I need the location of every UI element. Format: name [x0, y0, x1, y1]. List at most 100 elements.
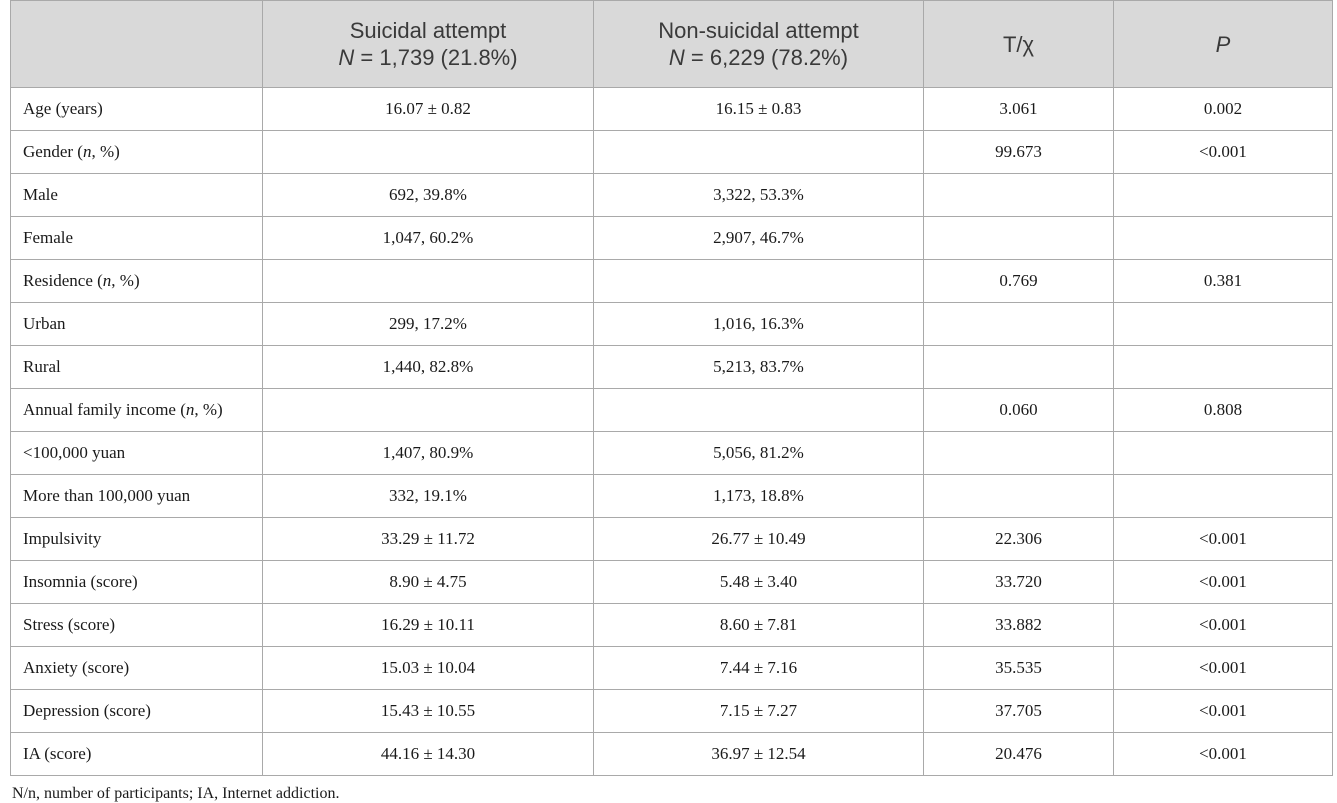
row-label-text: Gender ( — [23, 142, 83, 161]
p-label: P — [1215, 31, 1231, 57]
row-label: Stress (score) — [10, 603, 263, 647]
cell-non-suicidal: 8.60 ± 7.81 — [593, 603, 924, 647]
row-label-text: Annual family income ( — [23, 400, 186, 419]
data-table: Suicidal attempt N = 1,739 (21.8%) Non-s… — [10, 0, 1333, 776]
table-row: Insomnia (score) 8.90 ± 4.75 5.48 ± 3.40 33… — [10, 560, 1333, 604]
cell-non-suicidal: 2,907, 46.7% — [593, 216, 924, 260]
row-label: Urban — [10, 302, 263, 346]
row-label: Residence (n, %) — [10, 259, 263, 303]
cell-non-suicidal — [593, 388, 924, 432]
cell-suicidal: 692, 39.8% — [262, 173, 594, 217]
cell-t-chi — [923, 173, 1114, 217]
header-suicidal-n: N = 1,739 (21.8%) — [267, 44, 589, 71]
table-row: Female 1,047, 60.2% 2,907, 46.7% — [10, 216, 1333, 260]
table-row: <100,000 yuan 1,407, 80.9% 5,056, 81.2% — [10, 431, 1333, 475]
cell-non-suicidal: 7.44 ± 7.16 — [593, 646, 924, 690]
header-suicidal-title: Suicidal attempt — [349, 18, 507, 43]
row-label: More than 100,000 yuan — [10, 474, 263, 518]
header-row: Suicidal attempt N = 1,739 (21.8%) Non-s… — [10, 0, 1333, 88]
cell-t-chi: 37.705 — [923, 689, 1114, 733]
cell-suicidal: 15.43 ± 10.55 — [262, 689, 594, 733]
row-label: Gender (n, %) — [10, 130, 263, 174]
row-label-n: n — [102, 271, 112, 290]
table-row: Stress (score) 16.29 ± 10.11 8.60 ± 7.81 33… — [10, 603, 1333, 647]
cell-suicidal: 332, 19.1% — [262, 474, 594, 518]
table-row: Residence (n, %) 0.769 0.381 — [10, 259, 1333, 303]
row-label: Rural — [10, 345, 263, 389]
cell-suicidal: 299, 17.2% — [262, 302, 594, 346]
row-label: Impulsivity — [10, 517, 263, 561]
cell-non-suicidal: 26.77 ± 10.49 — [593, 517, 924, 561]
cell-suicidal — [262, 259, 594, 303]
cell-suicidal: 15.03 ± 10.04 — [262, 646, 594, 690]
header-p: P — [1113, 0, 1333, 88]
header-empty — [10, 0, 263, 88]
table-header: Suicidal attempt N = 1,739 (21.8%) Non-s… — [10, 0, 1333, 88]
cell-p — [1113, 302, 1333, 346]
cell-p: <0.001 — [1113, 517, 1333, 561]
row-label-suffix: , %) — [111, 271, 140, 290]
table-container: Suicidal attempt N = 1,739 (21.8%) Non-s… — [10, 0, 1333, 803]
cell-t-chi: 33.882 — [923, 603, 1114, 647]
row-label: Annual family income (n, %) — [10, 388, 263, 432]
row-label: Depression (score) — [10, 689, 263, 733]
n-label: N — [668, 45, 685, 70]
header-non-suicidal-attempt: Non-suicidal attempt N = 6,229 (78.2%) — [593, 0, 924, 88]
cell-non-suicidal: 1,016, 16.3% — [593, 302, 924, 346]
cell-non-suicidal: 5,213, 83.7% — [593, 345, 924, 389]
table-row: Impulsivity 33.29 ± 11.72 26.77 ± 10.49 22.… — [10, 517, 1333, 561]
cell-non-suicidal: 36.97 ± 12.54 — [593, 732, 924, 776]
table-row: Rural 1,440, 82.8% 5,213, 83.7% — [10, 345, 1333, 389]
table-row: Depression (score) 15.43 ± 10.55 7.15 ± 7.… — [10, 689, 1333, 733]
row-label: Age (years) — [10, 87, 263, 131]
cell-t-chi — [923, 216, 1114, 260]
cell-suicidal: 16.29 ± 10.11 — [262, 603, 594, 647]
n-label: N — [338, 45, 355, 70]
cell-p — [1113, 173, 1333, 217]
cell-non-suicidal — [593, 130, 924, 174]
cell-t-chi — [923, 302, 1114, 346]
cell-suicidal: 16.07 ± 0.82 — [262, 87, 594, 131]
table-body: Age (years) 16.07 ± 0.82 16.15 ± 0.83 3.061… — [10, 87, 1333, 776]
table-footnote: N/n, number of participants; IA, Interne… — [12, 785, 340, 802]
cell-non-suicidal: 1,173, 18.8% — [593, 474, 924, 518]
cell-suicidal: 1,047, 60.2% — [262, 216, 594, 260]
cell-suicidal: 1,407, 80.9% — [262, 431, 594, 475]
n-value: = 6,229 (78.2%) — [684, 45, 849, 70]
row-label-text: Residence ( — [23, 271, 103, 290]
row-label-n: n — [82, 142, 92, 161]
cell-suicidal — [262, 388, 594, 432]
cell-t-chi: 33.720 — [923, 560, 1114, 604]
cell-t-chi: 20.476 — [923, 732, 1114, 776]
cell-suicidal: 8.90 ± 4.75 — [262, 560, 594, 604]
row-label: Male — [10, 173, 263, 217]
cell-non-suicidal: 5,056, 81.2% — [593, 431, 924, 475]
cell-t-chi: 35.535 — [923, 646, 1114, 690]
cell-t-chi: 0.060 — [923, 388, 1114, 432]
row-label-suffix: , %) — [91, 142, 120, 161]
cell-p — [1113, 474, 1333, 518]
row-label-n: n — [185, 400, 195, 419]
cell-p: 0.808 — [1113, 388, 1333, 432]
cell-p — [1113, 216, 1333, 260]
cell-p — [1113, 345, 1333, 389]
cell-suicidal: 33.29 ± 11.72 — [262, 517, 594, 561]
cell-p: <0.001 — [1113, 689, 1333, 733]
n-value: = 1,739 (21.8%) — [354, 45, 518, 70]
table-row: More than 100,000 yuan 332, 19.1% 1,173, 1… — [10, 474, 1333, 518]
cell-t-chi: 22.306 — [923, 517, 1114, 561]
header-suicidal-attempt: Suicidal attempt N = 1,739 (21.8%) — [262, 0, 594, 88]
cell-t-chi: 0.769 — [923, 259, 1114, 303]
row-label: IA (score) — [10, 732, 263, 776]
table-row: IA (score) 44.16 ± 14.30 36.97 ± 12.54 20.4… — [10, 732, 1333, 776]
cell-p: <0.001 — [1113, 560, 1333, 604]
table-row: Urban 299, 17.2% 1,016, 16.3% — [10, 302, 1333, 346]
table-row: Gender (n, %) 99.673 <0.001 — [10, 130, 1333, 174]
cell-p: <0.001 — [1113, 603, 1333, 647]
row-label: Anxiety (score) — [10, 646, 263, 690]
cell-non-suicidal: 7.15 ± 7.27 — [593, 689, 924, 733]
table-row: Annual family income (n, %) 0.060 0.808 — [10, 388, 1333, 432]
cell-p: <0.001 — [1113, 646, 1333, 690]
row-label: <100,000 yuan — [10, 431, 263, 475]
row-label-suffix: , %) — [194, 400, 223, 419]
